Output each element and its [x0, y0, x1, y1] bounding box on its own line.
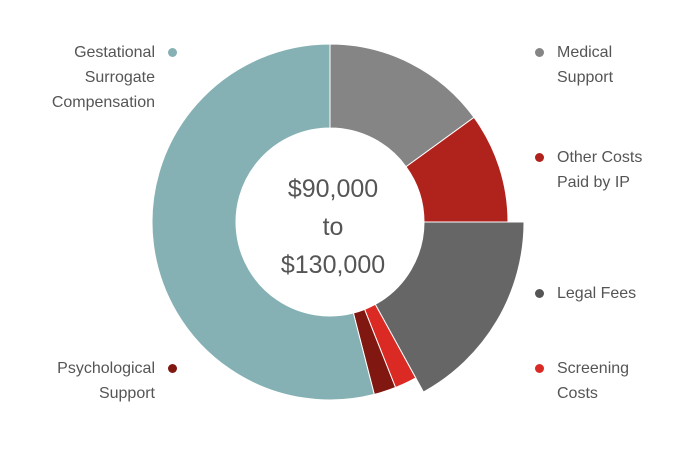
legend-label: Screening Costs [557, 360, 630, 402]
legend-psychological-support: Psychological Support [57, 356, 177, 406]
legend-screening-costs: Screening Costs [535, 356, 630, 406]
legend-label: Psychological Support [57, 360, 155, 402]
center-total-line-3: $130,000 [280, 251, 386, 279]
legend-label: Other Costs Paid by IP [557, 149, 643, 191]
legend-label: Medical Support [557, 44, 614, 86]
legend-swatch [168, 364, 177, 373]
legend-medical-support: Medical Support [535, 40, 614, 90]
center-total-label: $90,000 to $130,000 [258, 170, 408, 284]
center-total-line-1: $90,000 [287, 175, 379, 203]
slice-gestational-surrogate-compensation [151, 43, 375, 401]
legend-swatch [535, 289, 544, 298]
legend-swatch [535, 48, 544, 57]
legend-swatch [535, 364, 544, 373]
legend-label: Gestational Surrogate Compensation [51, 44, 155, 111]
legend-other-costs-paid-by-ip: Other Costs Paid by IP [535, 145, 643, 195]
legend-label: Legal Fees [557, 285, 637, 302]
legend-swatch [535, 153, 544, 162]
legend-legal-fees: Legal Fees [535, 281, 637, 306]
slice-legal-fees [374, 221, 525, 393]
center-total-line-2: to [322, 213, 344, 241]
slice-medical-support [329, 43, 475, 168]
legend-gestational-surrogate-compensation: Gestational Surrogate Compensation [51, 40, 177, 115]
legend-swatch [168, 48, 177, 57]
